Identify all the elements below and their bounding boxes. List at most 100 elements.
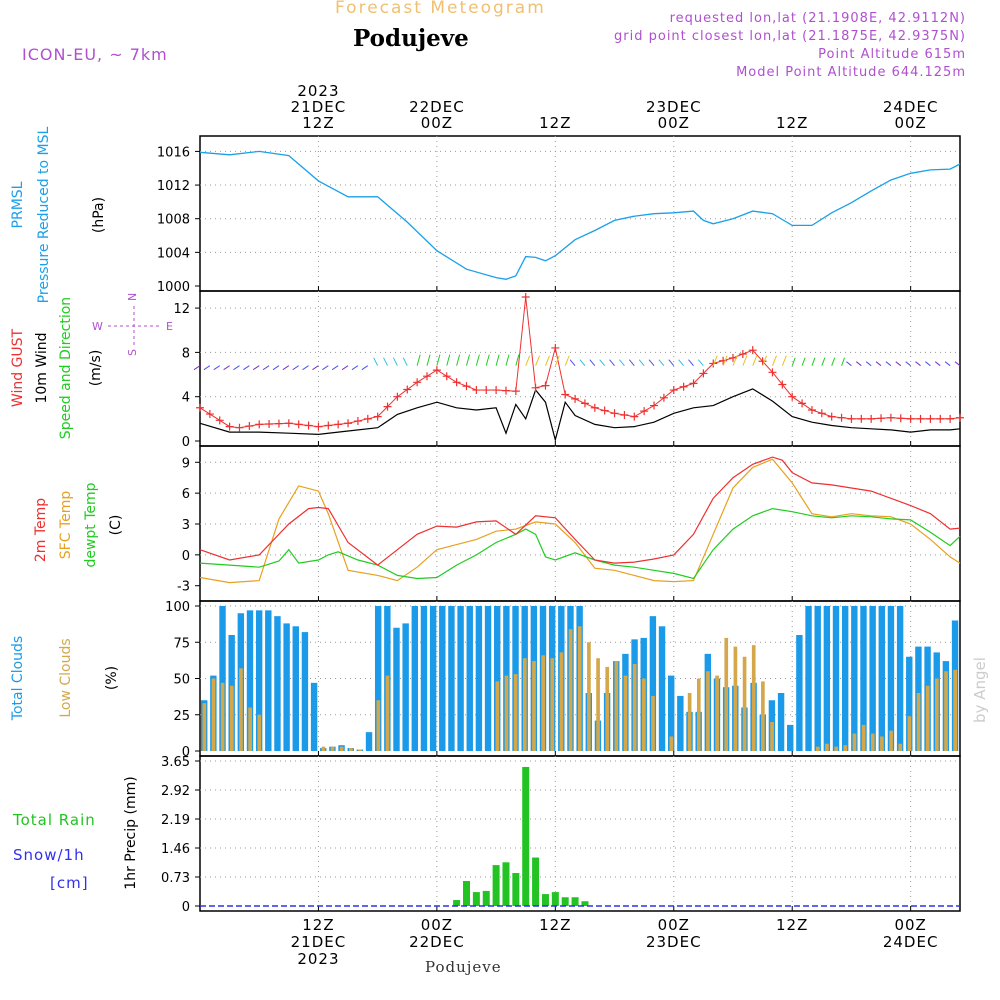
low-cloud-bar (541, 655, 545, 751)
low-cloud-bar (559, 652, 564, 751)
gust-marker (946, 414, 955, 423)
wind-direction-arrow (865, 361, 872, 367)
gust-marker (768, 368, 777, 377)
pressure-unit: (hPa) (91, 197, 107, 233)
gust-marker (452, 378, 461, 387)
low-cloud-bar (202, 703, 207, 751)
ytick-label: 25 (173, 709, 190, 724)
gust-marker (847, 414, 856, 423)
gust-marker (817, 409, 826, 418)
wind-direction-arrow (791, 357, 796, 366)
gust-marker (551, 343, 560, 352)
wind-direction-arrow (535, 355, 541, 366)
low-cloud-bar (880, 736, 884, 751)
total-cloud-bar (265, 610, 272, 751)
low-cloud-bar (587, 642, 591, 751)
low-cloud-bar (834, 746, 838, 751)
wind-direction-arrow (609, 359, 615, 366)
wind-direction-arrow (732, 355, 738, 366)
wind-direction-arrow (456, 354, 461, 366)
wind-direction-arrow (712, 355, 718, 366)
gust-marker (886, 413, 895, 422)
ytick-label: 75 (173, 636, 190, 651)
compass-n: N (126, 293, 139, 301)
ytick-label: 100 (165, 600, 190, 615)
wind-direction-arrow (564, 355, 570, 366)
gust-marker (590, 403, 599, 412)
gust-marker (748, 346, 757, 355)
gust-marker (304, 421, 313, 430)
total-cloud-bar (448, 606, 455, 751)
gust-marker (462, 382, 471, 391)
total-cloud-bar (677, 695, 684, 751)
total-cloud-bar (805, 606, 812, 751)
wind-direction-arrow (905, 361, 911, 367)
wind-direction-arrow (193, 365, 201, 371)
gust-marker (353, 417, 362, 426)
total-cloud-bar (777, 693, 785, 751)
time-label-top: 00Z (894, 114, 926, 132)
gust-marker (413, 378, 422, 387)
low-cloud-bar (687, 693, 692, 751)
wind-direction-arrow (292, 365, 299, 371)
gust-marker (620, 410, 629, 419)
low-cloud-bar (706, 671, 710, 751)
rain-bar (453, 900, 461, 906)
time-label-bottom: 00Z (658, 916, 690, 934)
requested-coords: requested lon,lat (21.1908E, 42.9112N) (669, 11, 966, 26)
model-label: ICON-EU, ~ 7km (22, 45, 168, 64)
gust-marker (857, 414, 866, 423)
wind-direction-arrow (446, 354, 451, 366)
gridpoint-coords: grid point closest lon,lat (21.1875E, 42… (614, 29, 966, 44)
wind-direction-arrow (722, 355, 728, 366)
gust-marker (235, 423, 244, 432)
low-cloud-bar (715, 675, 719, 751)
rain-bar (551, 892, 559, 906)
gust-marker (709, 359, 718, 368)
gust-line (199, 296, 961, 429)
total-cloud-bar (374, 606, 382, 751)
gust-marker (561, 390, 570, 399)
wind-direction-arrow (213, 365, 221, 371)
rain-bar (482, 890, 490, 906)
wind-direction-arrow (569, 359, 576, 366)
total-cloud-title: Total Clouds (10, 636, 26, 721)
total-cloud-bar (896, 606, 904, 751)
total-cloud-bar (255, 610, 263, 751)
wind-direction-arrow (752, 355, 758, 366)
gust-marker (689, 379, 698, 388)
wind-direction-arrow (223, 365, 230, 371)
gust-marker (393, 392, 402, 401)
total-cloud-bar (457, 606, 464, 751)
gust-marker (936, 414, 945, 423)
gust-marker (284, 419, 293, 428)
low-cloud-bar (770, 722, 774, 751)
ytick-label: 1000 (157, 280, 190, 295)
pressure-line (199, 150, 961, 280)
time-label-bottom: 23DEC (646, 933, 702, 951)
wind-direction-arrow (895, 361, 902, 367)
wind-direction-arrow (436, 354, 441, 366)
low-cloud-bar (889, 730, 893, 751)
total-cloud-bar (411, 606, 419, 751)
wind-direction-arrow (678, 359, 685, 366)
pressure-title-2: Pressure Reduced to MSL (36, 126, 52, 303)
total-cloud-bar (365, 732, 373, 751)
wind-direction-arrow (554, 355, 560, 366)
wind-direction-arrow (599, 359, 606, 366)
total-cloud-bar (832, 606, 840, 751)
gust-marker (877, 414, 886, 423)
wind-direction-arrow (485, 354, 490, 366)
gust-marker (344, 419, 353, 428)
ytick-label: 1008 (157, 213, 190, 228)
low-cloud-bar (870, 733, 875, 751)
wind-direction-arrow (331, 365, 339, 371)
low-cloud-bar (513, 674, 518, 751)
ytick-label: 4 (182, 391, 190, 406)
ytick-label: 1004 (157, 246, 190, 261)
time-label-top: 12Z (302, 114, 334, 132)
gust-marker (373, 412, 382, 421)
wind-direction-arrow (831, 357, 836, 366)
dewpt-title: dewpt Temp (83, 482, 99, 567)
total-cloud-bar (860, 606, 867, 751)
